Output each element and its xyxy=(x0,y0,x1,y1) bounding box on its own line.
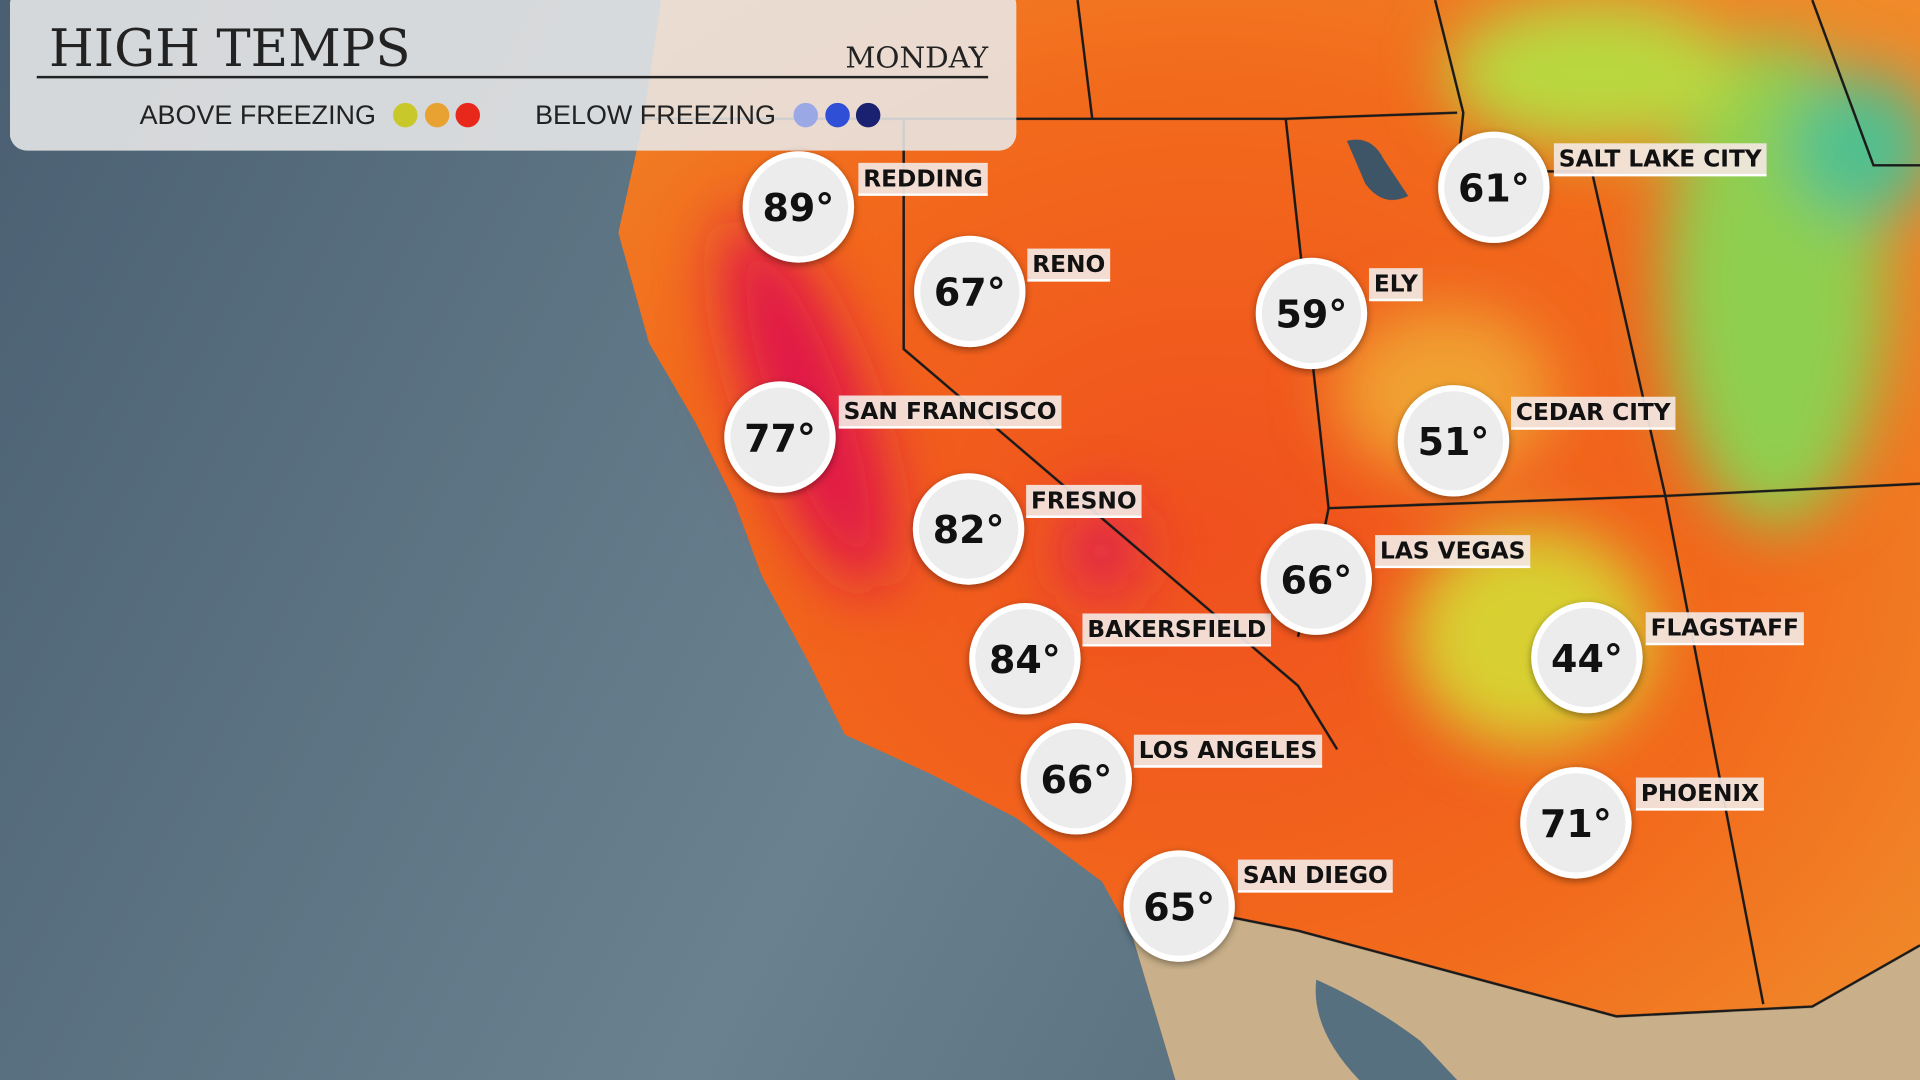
city-label-bg xyxy=(1645,612,1804,645)
temp-circle xyxy=(1260,523,1373,635)
legend-swatch xyxy=(455,102,480,128)
city-marker: SALT LAKE CITY 61° xyxy=(1438,131,1767,244)
temp-value: 71° xyxy=(1540,802,1612,846)
city-label-bg xyxy=(838,395,1062,428)
city-label-bg xyxy=(858,162,988,195)
city-label-bg xyxy=(1635,777,1764,810)
city-name: PHOENIX xyxy=(1641,780,1759,807)
temp-circle xyxy=(912,473,1025,585)
city-name: LOS ANGELES xyxy=(1139,737,1317,764)
temp-value: 61° xyxy=(1458,167,1530,211)
legend-below: BELOW FREEZING xyxy=(535,100,776,130)
city-marker: LAS VEGAS 66° xyxy=(1260,523,1531,635)
city-marker: FLAGSTAFF 44° xyxy=(1531,601,1804,714)
city-label-bg xyxy=(1375,535,1531,567)
city-marker: CEDAR CITY 51° xyxy=(1397,385,1676,497)
day: MONDAY xyxy=(845,41,988,75)
temp-value: 51° xyxy=(1418,420,1490,464)
temp-value: 65° xyxy=(1143,885,1215,929)
temp-circle xyxy=(1520,767,1632,879)
temp-value: 82° xyxy=(933,508,1005,552)
temp-circle xyxy=(742,151,855,263)
city-marker: ELY 59° xyxy=(1255,257,1423,370)
legend-above: ABOVE FREEZING xyxy=(140,100,376,130)
city-label-bg xyxy=(1511,396,1676,429)
city-marker: LOS ANGELES 66° xyxy=(1020,723,1323,835)
temp-circle xyxy=(1438,131,1550,244)
header-panel: HIGH TEMPS MONDAY ABOVE FREEZING BELOW F… xyxy=(9,0,1017,151)
city-label-bg xyxy=(1082,613,1272,646)
temp-value: 77° xyxy=(744,416,816,460)
legend-swatch xyxy=(793,102,818,128)
temp-value: 67° xyxy=(934,271,1006,315)
city-name: CEDAR CITY xyxy=(1516,399,1672,426)
city-name: SALT LAKE CITY xyxy=(1559,146,1763,173)
temp-value: 89° xyxy=(762,186,834,230)
temp-value: 44° xyxy=(1551,637,1623,681)
city-label-bg xyxy=(1237,859,1393,892)
city-name: FLAGSTAFF xyxy=(1651,615,1799,642)
legend-swatch xyxy=(855,102,881,128)
legend-swatch xyxy=(825,102,850,128)
city-name: REDDING xyxy=(863,165,983,192)
great-salt-lake xyxy=(1346,139,1409,200)
temp-circle xyxy=(1531,601,1643,714)
city-marker: PHOENIX 71° xyxy=(1520,767,1764,879)
legend-swatch xyxy=(393,102,418,128)
temp-value: 66° xyxy=(1040,758,1112,802)
city-marker: SAN FRANCISCO 77° xyxy=(724,381,1062,493)
city-label-bg xyxy=(1027,248,1111,281)
city-label-bg xyxy=(1026,484,1142,517)
city-name: FRESNO xyxy=(1031,487,1137,514)
city-name: SAN FRANCISCO xyxy=(844,398,1057,425)
city-name: LAS VEGAS xyxy=(1380,538,1525,565)
city-name: BAKERSFIELD xyxy=(1087,616,1266,643)
city-marker: RENO 67° xyxy=(914,235,1111,348)
temp-circle xyxy=(1255,257,1368,370)
city-name: RENO xyxy=(1032,251,1105,278)
temp-circle xyxy=(969,603,1081,715)
temp-value: 59° xyxy=(1276,293,1348,337)
city-marker: REDDING 89° xyxy=(742,151,988,263)
city-name: ELY xyxy=(1374,271,1419,298)
temp-value: 66° xyxy=(1280,558,1352,602)
gulf xyxy=(1315,979,1458,1080)
city-label-bg xyxy=(1133,734,1323,767)
temp-circle xyxy=(1397,385,1510,497)
temp-value: 84° xyxy=(989,638,1061,682)
temp-circle xyxy=(1020,723,1133,835)
panel-bg xyxy=(9,0,1017,151)
temp-circle xyxy=(1123,850,1235,962)
temp-circle xyxy=(914,235,1026,348)
city-label-bg xyxy=(1368,268,1423,300)
city-marker: BAKERSFIELD 84° xyxy=(969,603,1272,715)
city-label-bg xyxy=(1553,143,1767,176)
cities: REDDING 89° RENO 67° SAN FRANCISCO 77° FRESNO 8… xyxy=(724,131,1804,962)
city-marker: FRESNO 82° xyxy=(912,473,1142,585)
temp-circle xyxy=(724,381,836,493)
legend-swatch xyxy=(424,102,450,128)
city-marker: SAN DIEGO 65° xyxy=(1123,850,1393,962)
title: HIGH TEMPS xyxy=(49,19,411,79)
city-name: SAN DIEGO xyxy=(1243,862,1388,889)
